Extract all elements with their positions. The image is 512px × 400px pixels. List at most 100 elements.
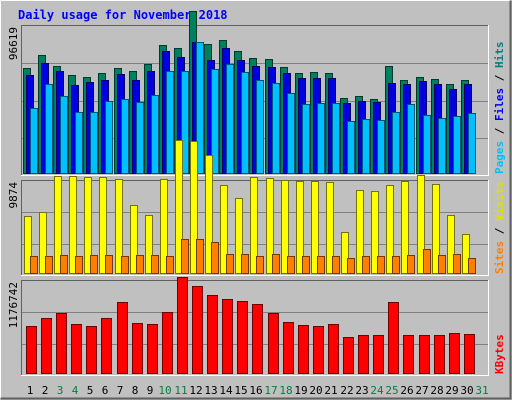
day-label: 3 <box>57 384 64 397</box>
day-label: 14 <box>219 384 233 397</box>
bar-pages <box>423 115 431 174</box>
bar-visits <box>371 191 379 274</box>
bar-kbytes <box>283 322 294 374</box>
bar-kbytes <box>403 335 414 374</box>
bar-pages <box>453 116 461 174</box>
bar-sites <box>151 255 159 274</box>
bar-sites <box>302 256 310 274</box>
bar-kbytes <box>268 313 279 374</box>
bar-pages <box>75 112 83 174</box>
bar-sites <box>423 249 431 274</box>
bar-visits <box>160 179 168 274</box>
bar-sites <box>347 258 355 274</box>
bar-kbytes <box>464 334 475 374</box>
bar-visits <box>250 177 258 274</box>
bar-pages <box>196 42 204 174</box>
bar-kbytes <box>313 326 324 374</box>
bar-kbytes <box>328 324 339 374</box>
bar-sites <box>332 256 340 274</box>
bar-kbytes <box>117 302 128 374</box>
day-label: 19 <box>294 384 307 397</box>
bar-visits <box>130 205 138 274</box>
bar-sites <box>181 239 189 274</box>
bar-kbytes <box>449 333 460 374</box>
bar-visits <box>417 175 425 274</box>
side-legend-part: KBytes <box>493 334 506 374</box>
panel-kbytes: 1176742 KBytes <box>7 277 506 376</box>
bar-visits <box>24 216 32 274</box>
series-visits <box>24 140 470 274</box>
bar-sites <box>392 256 400 274</box>
day-label: 4 <box>72 384 79 397</box>
bar-sites <box>272 254 280 274</box>
bar-visits <box>220 185 228 274</box>
bar-pages <box>90 112 98 174</box>
y-max-label: 96619 <box>7 27 20 60</box>
bar-sites <box>166 256 174 274</box>
bar-pages <box>256 80 264 174</box>
bar-visits <box>341 232 349 274</box>
bar-visits <box>386 185 394 274</box>
day-label: 29 <box>445 384 458 397</box>
bar-visits <box>99 177 107 274</box>
bar-kbytes <box>434 335 445 374</box>
bar-visits <box>115 179 123 274</box>
day-label: 31 <box>475 384 488 397</box>
bar-visits <box>39 212 47 274</box>
bar-kbytes <box>298 325 309 374</box>
bar-pages <box>226 64 234 174</box>
bar-visits <box>175 140 183 274</box>
bar-sites <box>407 255 415 274</box>
bar-visits <box>190 141 198 274</box>
bar-kbytes <box>162 312 173 374</box>
bar-kbytes <box>26 326 37 374</box>
day-label: 16 <box>249 384 262 397</box>
bar-pages <box>272 83 280 174</box>
panel-visits-sites: 9874 Sites / Visits <box>7 140 506 276</box>
bar-sites <box>90 255 98 274</box>
day-label: 21 <box>324 384 337 397</box>
bar-visits <box>311 181 319 274</box>
series-pages <box>30 42 476 174</box>
bar-kbytes <box>56 313 67 374</box>
bar-sites <box>362 256 370 274</box>
bar-sites <box>256 256 264 274</box>
bar-kbytes <box>147 324 158 374</box>
day-label: 10 <box>158 384 171 397</box>
bar-visits <box>266 178 274 274</box>
bar-sites <box>453 254 461 274</box>
series-sites <box>30 239 476 274</box>
day-label: 6 <box>102 384 109 397</box>
bar-pages <box>317 103 325 174</box>
bar-kbytes <box>86 326 97 374</box>
bar-sites <box>377 256 385 274</box>
day-label: 2 <box>42 384 49 397</box>
day-label: 12 <box>189 384 202 397</box>
day-label: 28 <box>430 384 443 397</box>
bar-pages <box>392 112 400 174</box>
side-legend-part: / <box>493 121 506 141</box>
bar-pages <box>60 96 68 174</box>
bar-sites <box>241 254 249 274</box>
bar-visits <box>69 176 77 274</box>
bar-sites <box>468 258 476 274</box>
day-label: 23 <box>355 384 368 397</box>
bar-pages <box>105 101 113 174</box>
day-label: 8 <box>132 384 139 397</box>
bar-kbytes <box>388 302 399 374</box>
side-legend-part: Files <box>493 88 506 121</box>
bar-sites <box>438 255 446 274</box>
bar-sites <box>60 255 68 274</box>
day-label: 1 <box>27 384 34 397</box>
bar-sites <box>196 239 204 274</box>
bar-pages <box>151 95 159 174</box>
day-label: 7 <box>117 384 124 397</box>
bar-kbytes <box>222 299 233 374</box>
bar-visits <box>326 182 334 274</box>
bar-pages <box>332 103 340 174</box>
bar-kbytes <box>207 295 218 374</box>
bar-sites <box>105 255 113 274</box>
bar-pages <box>438 118 446 174</box>
